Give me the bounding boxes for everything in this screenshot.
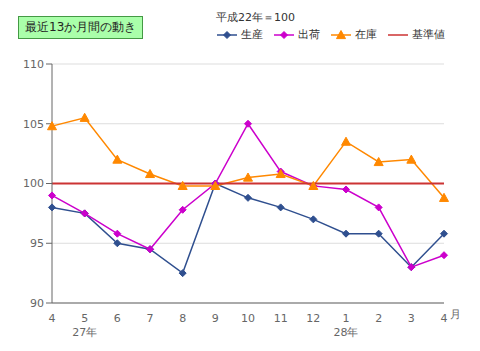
html-text:出荷: 出荷 xyxy=(298,28,320,41)
svg-text:2: 2 xyxy=(375,312,382,325)
svg-text:11: 11 xyxy=(274,312,288,325)
svg-text:110: 110 xyxy=(23,58,44,71)
svg-text:90: 90 xyxy=(30,297,44,310)
svg-text:9: 9 xyxy=(212,312,219,325)
svg-text:7: 7 xyxy=(147,312,154,325)
svg-text:105: 105 xyxy=(23,118,44,131)
svg-text:12: 12 xyxy=(306,312,320,325)
svg-text:3: 3 xyxy=(408,312,415,325)
html-text:最近13か月間の動き: 最近13か月間の動き xyxy=(25,20,137,34)
html-text:基準値: 基準値 xyxy=(412,28,445,41)
svg-text:8: 8 xyxy=(179,312,186,325)
svg-text:100: 100 xyxy=(23,177,44,190)
svg-text:月: 月 xyxy=(450,308,461,321)
svg-text:27年: 27年 xyxy=(72,326,97,339)
html-text:生産: 生産 xyxy=(241,28,263,41)
svg-text:95: 95 xyxy=(30,237,44,250)
svg-text:10: 10 xyxy=(241,312,255,325)
svg-text:28年: 28年 xyxy=(334,326,359,339)
html-text:在庫: 在庫 xyxy=(355,28,377,41)
html-text:平成22年＝100: 平成22年＝100 xyxy=(216,11,295,24)
svg-text:1: 1 xyxy=(343,312,350,325)
svg-text:5: 5 xyxy=(81,312,88,325)
svg-text:4: 4 xyxy=(49,312,56,325)
svg-text:4: 4 xyxy=(441,312,448,325)
svg-text:6: 6 xyxy=(114,312,121,325)
